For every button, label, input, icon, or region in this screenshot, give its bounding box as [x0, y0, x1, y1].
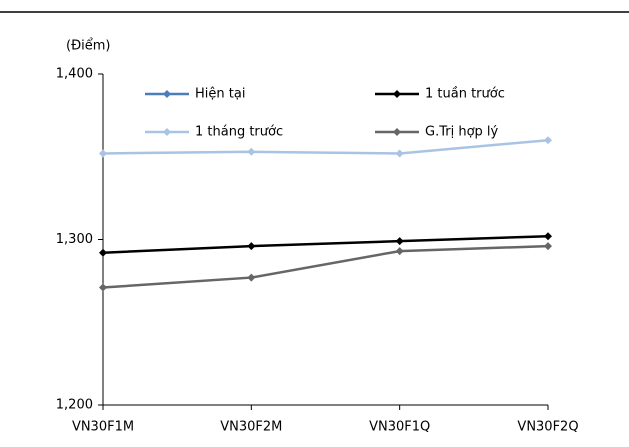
marker — [99, 149, 107, 158]
y-tick-label: 1,200 — [56, 398, 93, 413]
series-line — [102, 234, 549, 254]
legend-marker — [393, 128, 401, 136]
marker — [395, 247, 404, 256]
series-line — [102, 138, 549, 155]
y-tick-label: 1,400 — [56, 67, 93, 82]
y-axis-label: (Điểm) — [66, 39, 111, 54]
legend-label: 1 tháng trước — [195, 125, 283, 140]
legend-marker — [163, 128, 171, 136]
x-tick-label: VN30F1M — [72, 420, 134, 435]
legend-marker — [393, 90, 401, 98]
marker — [247, 242, 256, 251]
marker — [247, 147, 256, 156]
legend-label: G.Trị hợp lý — [425, 125, 499, 140]
y-tick-label: 1,300 — [56, 232, 93, 247]
legend-label: 1 tuần trước — [425, 87, 505, 102]
series-line — [102, 244, 549, 289]
x-tick-label: VN30F1Q — [369, 420, 430, 435]
x-tick-label: VN30F2Q — [517, 420, 578, 435]
marker — [544, 136, 552, 145]
marker — [99, 283, 107, 292]
marker — [544, 232, 552, 241]
legend-label: Hiện tại — [195, 87, 245, 102]
marker — [247, 273, 256, 282]
x-tick-label: VN30F2M — [220, 420, 282, 435]
legend-marker — [163, 90, 171, 98]
marker — [395, 149, 404, 158]
marker — [99, 248, 107, 257]
marker — [544, 242, 552, 251]
marker — [395, 237, 404, 246]
